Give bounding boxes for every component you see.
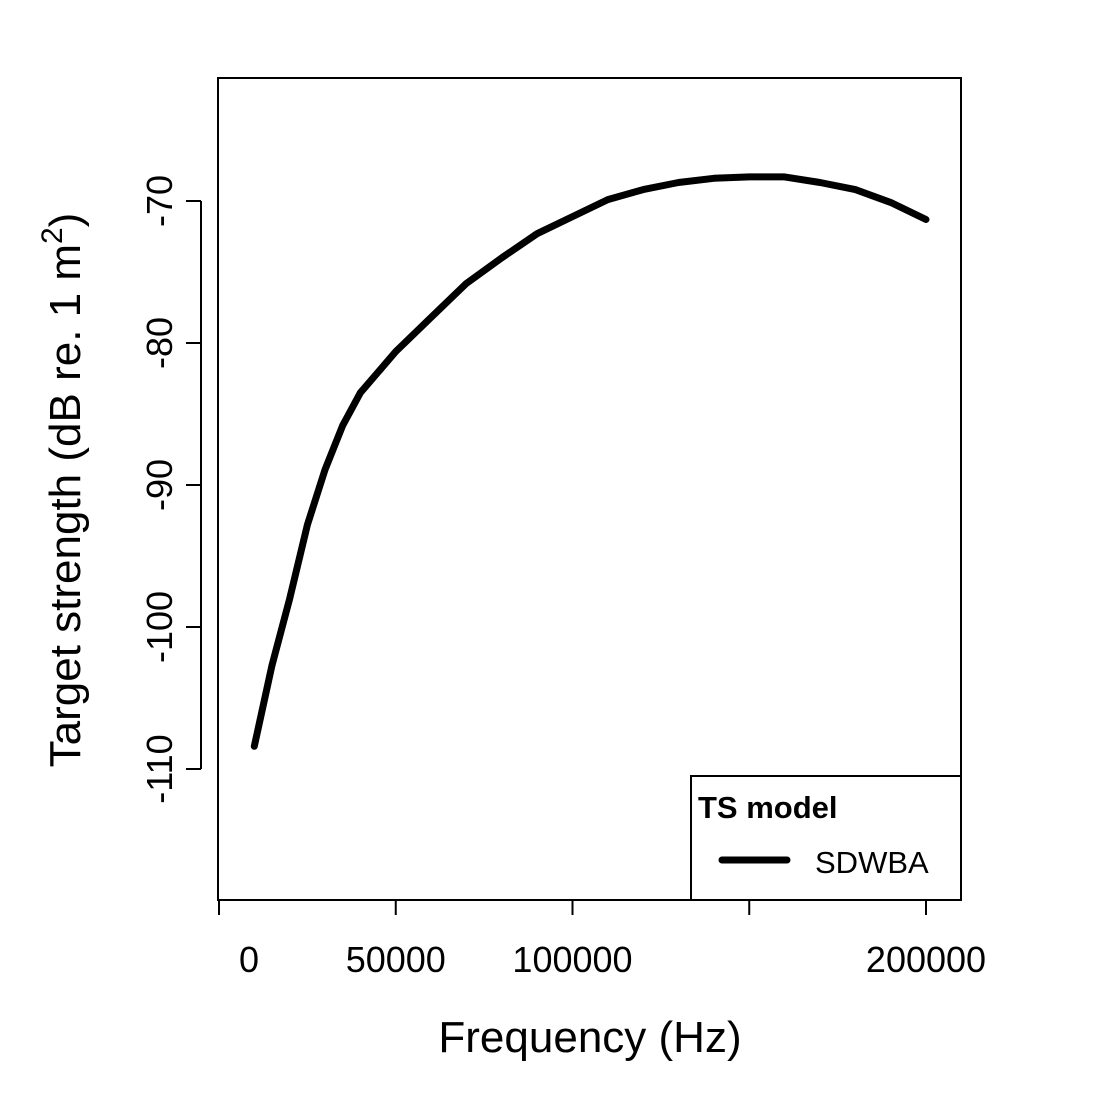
- y-tick-label: -80: [139, 317, 180, 369]
- x-tick-label: 200000: [866, 939, 986, 980]
- y-axis-label: Target strength (dB re. 1 m2): [36, 213, 90, 768]
- x-tick-label: 50000: [346, 939, 446, 980]
- y-axis: -110 -100 -90 -80 -70: [139, 175, 202, 804]
- y-tick-label: -110: [139, 734, 180, 803]
- legend-entry-sdwba: SDWBA: [815, 845, 929, 880]
- legend-title: TS model: [698, 790, 838, 825]
- x-axis-label: Frequency (Hz): [438, 1013, 741, 1062]
- series-line-sdwba: [250, 173, 930, 750]
- y-tick-label: -70: [139, 175, 180, 227]
- x-tick-label: 0: [239, 939, 259, 980]
- y-tick-label: -90: [139, 459, 180, 511]
- x-tick-label: 100000: [512, 939, 632, 980]
- legend-box: [690, 775, 962, 901]
- x-axis: 0 50000 100000 200000: [218, 899, 986, 980]
- y-tick-label: -100: [139, 591, 180, 663]
- legend: TS model SDWBA: [690, 775, 962, 901]
